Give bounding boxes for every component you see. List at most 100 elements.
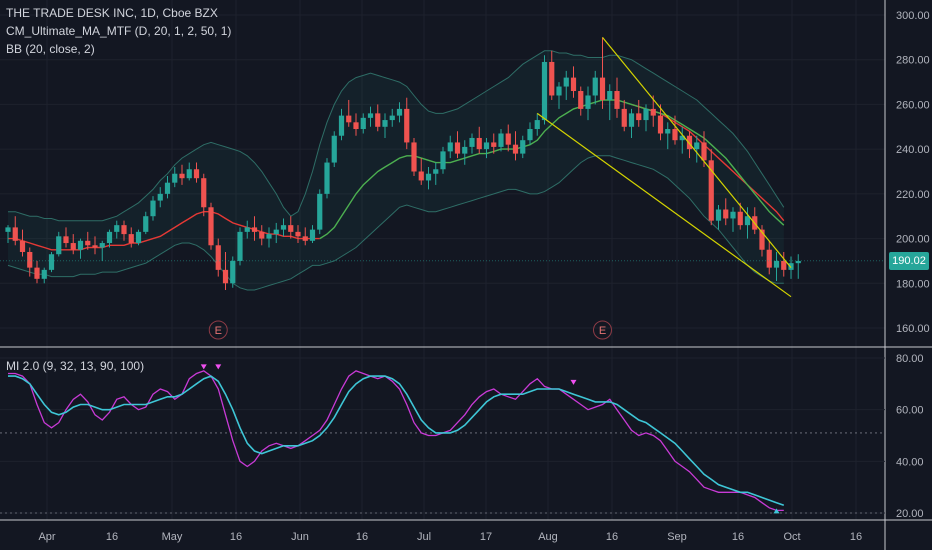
candle-body	[607, 91, 613, 100]
candle-body	[179, 173, 185, 179]
candle-body	[759, 229, 765, 250]
oscillator-fast-line	[8, 370, 784, 512]
candle-body	[411, 142, 417, 172]
oscillator-signal-marker	[200, 364, 207, 370]
candle-body	[106, 231, 113, 244]
candle-body	[541, 61, 548, 121]
candle-body	[193, 169, 200, 179]
candle-body	[338, 115, 345, 136]
time-tick-label: 16	[606, 531, 618, 543]
candle-body	[744, 216, 751, 226]
candle-body	[650, 108, 656, 116]
candle-body	[27, 251, 33, 268]
candle-body	[295, 231, 301, 237]
candle-body	[585, 95, 591, 109]
candle-body	[309, 229, 316, 241]
candle-body	[592, 77, 598, 96]
candle-body	[186, 169, 192, 179]
time-tick-label: Apr	[38, 531, 55, 543]
price-tick-label: 280.00	[896, 55, 930, 67]
candle-body	[570, 77, 577, 92]
candle-body	[614, 91, 620, 109]
candle-body	[150, 200, 156, 217]
candle-body	[222, 269, 229, 284]
oscillator-signal-marker	[773, 508, 780, 514]
price-tick-label: 300.00	[896, 10, 930, 22]
candle-body	[266, 234, 272, 239]
candle-body	[92, 245, 98, 248]
candle-body	[679, 135, 685, 141]
candle-body	[578, 91, 584, 109]
candle-body	[505, 133, 511, 145]
time-tick-label: Jun	[291, 531, 309, 543]
candle-body	[324, 162, 330, 194]
candle-body	[77, 240, 84, 250]
price-tick-label: 160.00	[896, 323, 930, 335]
candle-body	[63, 236, 69, 244]
candle-body	[19, 240, 26, 252]
candle-body	[462, 146, 468, 154]
candle-body	[135, 231, 142, 244]
candle-body	[498, 133, 504, 147]
price-tick-label: 220.00	[896, 189, 930, 201]
candle-body	[128, 234, 134, 244]
candle-body	[230, 260, 236, 284]
candle-body	[708, 160, 714, 221]
candle-body	[237, 231, 243, 261]
oscillator-legend: MI 2.0 (9, 32, 13, 90, 100)	[6, 359, 145, 373]
candle-body	[701, 142, 707, 161]
candle-body	[48, 254, 55, 270]
candle-body	[273, 229, 279, 235]
candle-body	[476, 137, 482, 150]
earnings-marker-label: E	[215, 325, 222, 337]
candle-body	[556, 86, 562, 96]
candle-body	[172, 173, 178, 183]
time-tick-label: 17	[480, 531, 492, 543]
candle-body	[41, 269, 47, 279]
oscillator-tick-label: 80.00	[896, 353, 924, 365]
candle-body	[367, 113, 374, 118]
candle-body	[360, 117, 366, 130]
price-tick-label: 260.00	[896, 99, 930, 111]
oscillator-signal-marker	[570, 379, 577, 385]
candle-body	[34, 267, 40, 279]
candle-body	[99, 243, 105, 248]
time-tick-label: 16	[106, 531, 118, 543]
candle-body	[694, 142, 700, 150]
price-tick-label: 200.00	[896, 234, 930, 246]
bb-lower-line	[7, 155, 784, 291]
candle-body	[527, 129, 533, 141]
candle-body	[70, 243, 76, 250]
time-tick-label: Oct	[783, 531, 800, 543]
time-tick-label: 16	[732, 531, 744, 543]
candle-body	[164, 182, 171, 194]
candle-body	[730, 211, 736, 219]
candle-body	[563, 77, 569, 87]
candle-body	[389, 115, 395, 121]
time-tick-label: 16	[356, 531, 368, 543]
candle-body	[723, 209, 729, 219]
candle-body	[288, 225, 294, 232]
candle-body	[549, 61, 555, 96]
bb-upper-line	[8, 50, 785, 222]
candle-body	[628, 113, 635, 127]
candle-body	[665, 129, 671, 134]
candle-body	[396, 108, 403, 116]
oscillator-tick-label: 20.00	[896, 508, 924, 520]
time-tick-label: 16	[850, 531, 862, 543]
candle-body	[643, 108, 649, 121]
oscillator-tick-label: 40.00	[896, 456, 924, 468]
candle-body	[244, 227, 250, 232]
candle-body	[657, 115, 664, 134]
price-tick-label: 240.00	[896, 144, 930, 156]
bb-band-fill	[8, 50, 784, 290]
candle-body	[766, 249, 772, 268]
earnings-marker	[208, 320, 228, 340]
candle-body	[520, 140, 526, 154]
candle-body	[418, 171, 424, 181]
candle-body	[454, 142, 461, 154]
candle-body	[433, 169, 439, 174]
candle-body	[280, 225, 287, 230]
candle-body	[85, 240, 91, 246]
